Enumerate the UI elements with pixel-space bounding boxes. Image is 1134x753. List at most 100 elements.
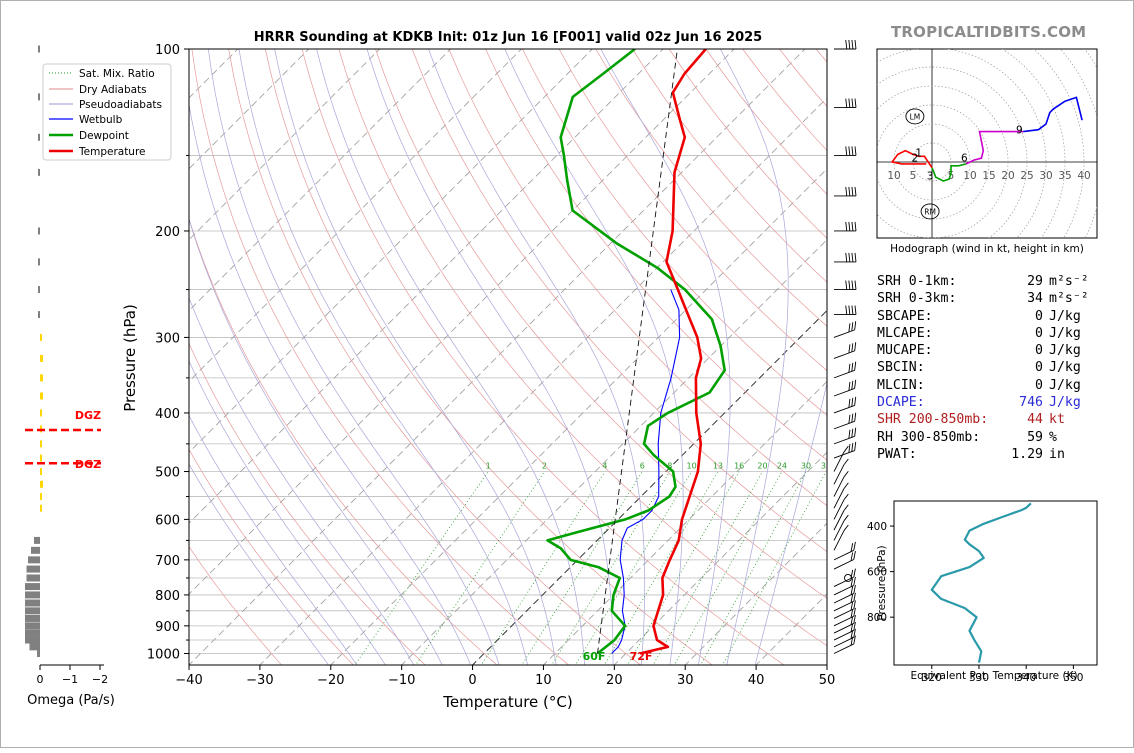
param-unit: J/kg	[1043, 325, 1081, 342]
mixing-ratio-label: 24	[777, 462, 787, 471]
omega-bar	[40, 481, 43, 488]
hodograph-ring-label: 25	[1020, 170, 1033, 182]
skewt-plot-frame	[189, 49, 827, 665]
mixing-ratio-label: 10	[687, 462, 697, 471]
omega-xlabel: Omega (Pa/s)	[27, 693, 115, 708]
param-unit: J/kg	[1043, 308, 1081, 325]
mixing-ratio-line	[521, 472, 642, 667]
y-tick-label: 1000	[147, 648, 180, 663]
dgz-label-top: DGZ	[75, 409, 101, 422]
wind-barb	[834, 321, 856, 337]
hodograph-ring-label: 15	[982, 170, 995, 182]
param-label: SBCAPE:	[877, 308, 995, 325]
omega-bar	[31, 547, 40, 554]
x-tick-label: 40	[748, 673, 765, 688]
wind-barb	[834, 222, 856, 231]
legend: Sat. Mix. Ratio Dry Adiabats Pseudoadiab…	[43, 64, 171, 160]
omega-bar	[25, 591, 40, 598]
omega-bar	[25, 599, 40, 606]
param-unit: J/kg	[1043, 342, 1081, 359]
param-value: 0	[995, 359, 1043, 376]
wind-barb	[834, 362, 856, 378]
mixing-ratio-line	[674, 472, 782, 667]
param-value: 29	[995, 273, 1043, 290]
omega-bar	[40, 455, 42, 462]
wind-barb	[834, 525, 848, 550]
wind-barb	[834, 342, 856, 358]
pseudoadiabat	[182, 49, 472, 666]
omega-bar	[38, 227, 40, 234]
param-value: 1.29	[995, 446, 1043, 463]
pseudoadiabat	[755, 49, 861, 666]
omega-bar	[40, 374, 43, 381]
param-label: PWAT:	[877, 446, 995, 463]
omega-bar	[34, 537, 40, 544]
omega-bar	[25, 637, 40, 644]
x-tick-label: 0	[468, 673, 476, 688]
dgz-label-bottom: DGZ	[75, 458, 101, 471]
param-value: 0	[995, 308, 1043, 325]
hodograph-height-label: 3	[927, 170, 934, 182]
mixing-ratio-label: 4	[602, 462, 607, 471]
parcel-trace	[597, 49, 677, 654]
pseudoadiabat	[158, 49, 443, 666]
omega-bar	[28, 556, 40, 563]
omega-bar	[25, 583, 40, 590]
y-tick-label: 200	[155, 225, 180, 240]
surface-temperature-label: 72F	[630, 650, 653, 663]
y-tick-label: 900	[155, 620, 180, 635]
param-unit: J/kg	[1043, 394, 1081, 411]
omega-bar	[38, 169, 40, 176]
param-value: 0	[995, 377, 1043, 394]
param-unit: %	[1043, 429, 1057, 446]
mixing-ratio-line	[700, 472, 806, 667]
hodograph-height-label: 6	[961, 152, 968, 164]
hodograph-ring-label: 30	[1039, 170, 1052, 182]
omega-bar	[25, 615, 40, 622]
mixing-ratio-label: 2	[542, 462, 547, 471]
param-value: 0	[995, 325, 1043, 342]
wind-barb	[834, 146, 856, 155]
x-tick-label: −20	[317, 673, 344, 688]
wind-barb	[834, 253, 856, 262]
wind-barb	[834, 471, 848, 496]
hodograph-ring-label: 40	[1077, 170, 1090, 182]
param-label: SRH 0-3km:	[877, 290, 995, 307]
omega-bar	[37, 650, 40, 657]
mixing-ratio-label: 36	[821, 462, 831, 471]
x-tick-label: −30	[246, 673, 273, 688]
legend-entry-mixratio: Sat. Mix. Ratio	[79, 68, 155, 80]
param-label: MLCIN:	[877, 377, 995, 394]
param-label: RH 300-850mb:	[877, 429, 995, 446]
dry-adiabat	[155, 49, 498, 666]
hodograph-ring-label: 5	[910, 170, 917, 182]
omega-bar	[40, 505, 42, 512]
wind-barb	[834, 551, 855, 569]
omega-bar	[38, 134, 40, 141]
mixing-ratio-label: 6	[640, 462, 645, 471]
wind-barb	[834, 40, 856, 49]
omega-bar	[38, 311, 40, 318]
mixing-ratio-line	[480, 472, 604, 667]
wind-barbs	[834, 40, 856, 654]
wind-barb	[834, 281, 856, 290]
mixing-ratio-label: 20	[757, 462, 767, 471]
x-tick-label: 50	[819, 673, 836, 688]
mixing-ratio-line	[415, 472, 545, 667]
hodograph-height-label: 9	[1016, 125, 1023, 137]
theta-e-xlabel: Equivalent Pot. Temperature (K)	[910, 670, 1077, 682]
wind-barb	[834, 306, 856, 315]
hodograph-ring-label: 10	[887, 170, 900, 182]
omega-bar	[27, 574, 41, 581]
wind-barb	[834, 459, 848, 484]
param-label: SRH 0-1km:	[877, 273, 995, 290]
omega-bar	[40, 409, 42, 416]
skewt-xlabel: Temperature (°C)	[442, 693, 572, 711]
wind-barb	[834, 442, 856, 458]
omega-bar	[25, 607, 40, 614]
